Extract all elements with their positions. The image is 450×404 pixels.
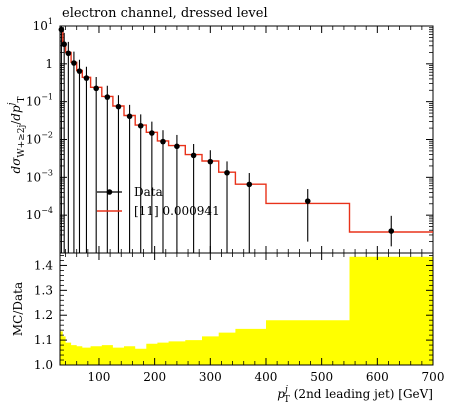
ratio-x-ticks: 100 200 300 400 500 600 700 — [65, 253, 445, 384]
x-tick-label: 200 — [143, 370, 166, 384]
y-tick-label-exponent: −2 — [41, 131, 53, 140]
y-tick-label-base: 10 — [26, 95, 41, 109]
data-point — [160, 138, 166, 145]
ylabel-sub-text: W+≥2j — [17, 125, 27, 158]
y-tick-label: 10−1 — [26, 93, 53, 109]
y-tick-label-base: 10 — [26, 208, 41, 222]
xlabel-rest: (2nd leading jet) [GeV] — [294, 387, 433, 401]
ratio-y-tick-label: 1.2 — [34, 308, 53, 322]
data-point — [126, 113, 133, 120]
data-point — [61, 41, 67, 48]
data-point — [65, 50, 72, 57]
y-tick-label-base: 1 — [45, 57, 53, 71]
ylabel-sup-j: j — [7, 102, 17, 107]
mc-prediction-line — [60, 30, 433, 233]
xlabel-p: p — [277, 387, 285, 401]
chart-title: electron channel, dressed level — [62, 6, 268, 21]
data-point — [83, 75, 90, 81]
data-point — [190, 152, 197, 159]
ylabel-main-text: dσ — [9, 157, 23, 174]
y-tick-label-base: 10 — [33, 19, 48, 33]
y-tick-label-base: 10 — [26, 133, 41, 147]
legend-data-marker — [106, 189, 113, 195]
x-tick-label: 500 — [310, 370, 333, 384]
ylabel-dp: dp — [9, 105, 23, 121]
data-point — [246, 181, 253, 188]
ratio-y-ticks: 1.0 1.1 1.2 1.3 1.4 — [34, 255, 433, 372]
data-point — [71, 60, 77, 66]
data-point — [93, 85, 99, 92]
x-tick-label: 600 — [366, 370, 389, 384]
xlabel-sup-j: j — [283, 385, 288, 395]
x-tick-label: 300 — [199, 370, 222, 384]
ylabel-sub-T: T — [17, 97, 27, 103]
data-point — [174, 143, 180, 150]
ratio-y-axis-label: MC/Data — [11, 282, 25, 336]
x-axis-label: pj T (2nd leading jet) [GeV] — [277, 385, 433, 404]
data-points — [58, 26, 395, 253]
data-point — [104, 94, 111, 100]
y-tick-label-base: 10 — [26, 170, 41, 184]
xlabel-sub-T: T — [284, 395, 290, 404]
x-tick-label: 400 — [255, 370, 278, 384]
y-tick-label-exponent: −1 — [41, 93, 53, 102]
ratio-y-tick-label: 1.1 — [34, 333, 53, 347]
data-point — [149, 130, 155, 136]
data-point — [137, 123, 144, 129]
ratio-uncertainty-band — [60, 256, 433, 365]
data-point — [76, 68, 83, 74]
legend-data-label: Data — [134, 185, 163, 199]
legend-mc-label: [11] 0.000941 — [134, 204, 220, 218]
y-tick-label: 10−4 — [26, 206, 53, 222]
y-tick-label: 10−2 — [26, 131, 53, 147]
data-point — [207, 158, 214, 165]
main-plot-frame — [59, 25, 434, 254]
y-tick-label: 10−3 — [26, 168, 53, 184]
y-tick-label-exponent: −3 — [41, 168, 53, 177]
data-point — [388, 228, 395, 234]
ratio-y-tick-label: 1.3 — [34, 283, 53, 297]
x-tick-label: 700 — [422, 370, 445, 384]
data-point — [224, 169, 230, 176]
svg-text:pjT(2nd leading jet) [GeV]: pj T (2nd leading jet) [GeV] — [277, 385, 433, 404]
data-point — [58, 26, 65, 33]
ylabel-slash: / — [9, 120, 23, 125]
y-tick-label-exponent: 1 — [48, 17, 53, 26]
y-tick-label: 101 — [33, 17, 53, 33]
y-tick-label-exponent: −4 — [41, 206, 53, 215]
data-point — [304, 198, 311, 204]
ratio-y-tick-label: 1.0 — [34, 358, 53, 372]
y-tick-label: 1 — [45, 57, 53, 71]
ratio-y-tick-label: 1.4 — [34, 258, 53, 272]
legend: Data [11] 0.000941 — [97, 185, 220, 218]
y-axis-label-main: dσW+≥2j/dpjT — [7, 97, 27, 174]
ratio-panel: 1.0 1.1 1.2 1.3 1.4 100 200 300 400 500 600 700 — [34, 252, 445, 384]
ratio-plot-frame — [59, 252, 434, 366]
svg-text:dσW+≥2j/dpjT: dσW+≥2j/dpjT — [7, 97, 27, 174]
data-point — [115, 103, 122, 110]
x-tick-label: 100 — [88, 370, 111, 384]
